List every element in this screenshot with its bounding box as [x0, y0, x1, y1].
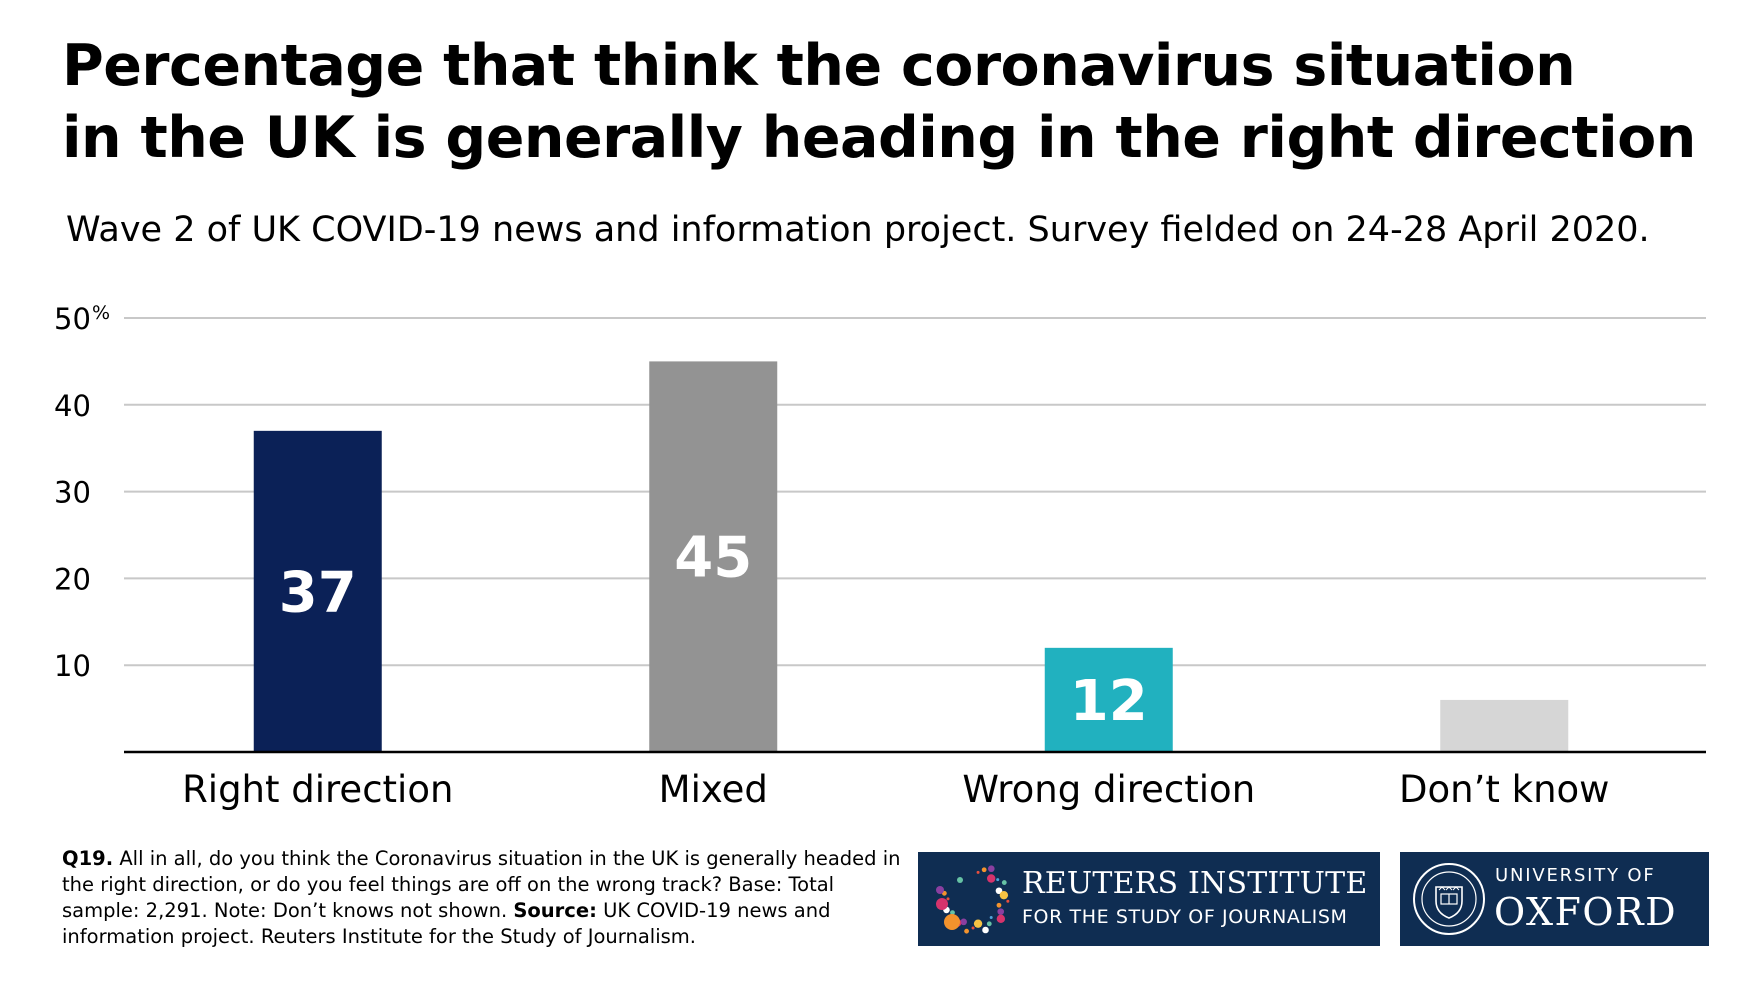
bar-data-label: 12	[1070, 669, 1148, 734]
chart-title-line-2: in the UK is generally heading in the ri…	[62, 105, 1696, 171]
logo-dot	[936, 898, 948, 910]
logo-dot	[944, 914, 960, 930]
logo-dot	[999, 890, 1009, 900]
reuters-dots-icon	[936, 865, 1010, 934]
bar	[649, 361, 778, 752]
footnote-source-label: Source:	[513, 899, 597, 922]
logo-dot	[957, 877, 963, 883]
logo-dot	[986, 921, 992, 927]
logo-dot	[964, 928, 969, 934]
logo-dot	[971, 926, 975, 930]
y-tick-label: 10	[54, 649, 91, 683]
bar-data-label: 37	[279, 560, 357, 625]
x-category-label: Don’t know	[1399, 768, 1609, 811]
chart-subtitle: Wave 2 of UK COVID-19 news and informati…	[66, 210, 1650, 250]
bar	[253, 430, 382, 752]
bar	[1044, 647, 1173, 752]
bar	[1440, 699, 1569, 752]
oxford-logo-line-1: UNIVERSITY OF	[1495, 865, 1656, 886]
logo-dot	[989, 916, 993, 920]
reuters-logo-line-1: REUTERS INSTITUTE	[1022, 866, 1368, 901]
x-category-label: Wrong direction	[962, 768, 1255, 811]
footnote-question-text: All in all, do you think the Coronavirus…	[62, 847, 901, 922]
y-tick-label: 50	[54, 302, 91, 336]
chart-title-line-1: Percentage that think the coronavirus si…	[62, 33, 1576, 99]
x-category-label: Right direction	[182, 768, 453, 811]
bar-chart: 10 20 30 40 50 % 37 Right direction 45 Mixed 12 Wro…	[54, 302, 1706, 811]
reuters-logo-line-2: FOR THE STUDY OF JOURNALISM	[1022, 906, 1348, 928]
logo-dot	[982, 926, 989, 934]
logo-dot	[936, 886, 944, 894]
logo-dot	[996, 878, 1000, 882]
logo-dot	[950, 910, 955, 916]
footnote-source-text: UK COVID-19 news and information project…	[62, 899, 831, 948]
x-category-label: Mixed	[659, 768, 768, 811]
reuters-institute-logo: REUTERS INSTITUTE FOR THE STUDY OF JOURN…	[918, 852, 1380, 946]
logo-dot	[960, 918, 967, 926]
logo-dot	[986, 874, 996, 883]
footnote: Q19. All in all, do you think the Corona…	[62, 846, 912, 950]
footnote-question-label: Q19.	[62, 847, 114, 870]
logo-dot	[996, 914, 1006, 924]
logo-dot	[995, 887, 1003, 895]
y-tick-label: 40	[54, 389, 91, 423]
logo-dot	[996, 902, 1002, 908]
university-of-oxford-logo: UNIVERSITY OF OXFORD	[1400, 852, 1709, 946]
y-unit-label: %	[92, 302, 110, 324]
logo-dot	[1006, 899, 1010, 903]
chart-title: Percentage that think the coronavirus si…	[62, 30, 1712, 174]
logo-dot	[976, 870, 980, 874]
y-tick-label: 30	[54, 476, 91, 510]
y-tick-label: 20	[54, 562, 91, 596]
logo-dot	[997, 908, 1005, 915]
logo-dot	[988, 865, 995, 873]
logo-dot	[981, 867, 987, 873]
logo-dot	[1001, 880, 1007, 885]
oxford-logo-line-2: OXFORD	[1494, 890, 1678, 934]
oxford-crest-icon	[1413, 863, 1485, 935]
bar-data-label: 45	[674, 526, 752, 591]
logo-dot	[946, 897, 950, 901]
logo-dot	[973, 919, 983, 928]
